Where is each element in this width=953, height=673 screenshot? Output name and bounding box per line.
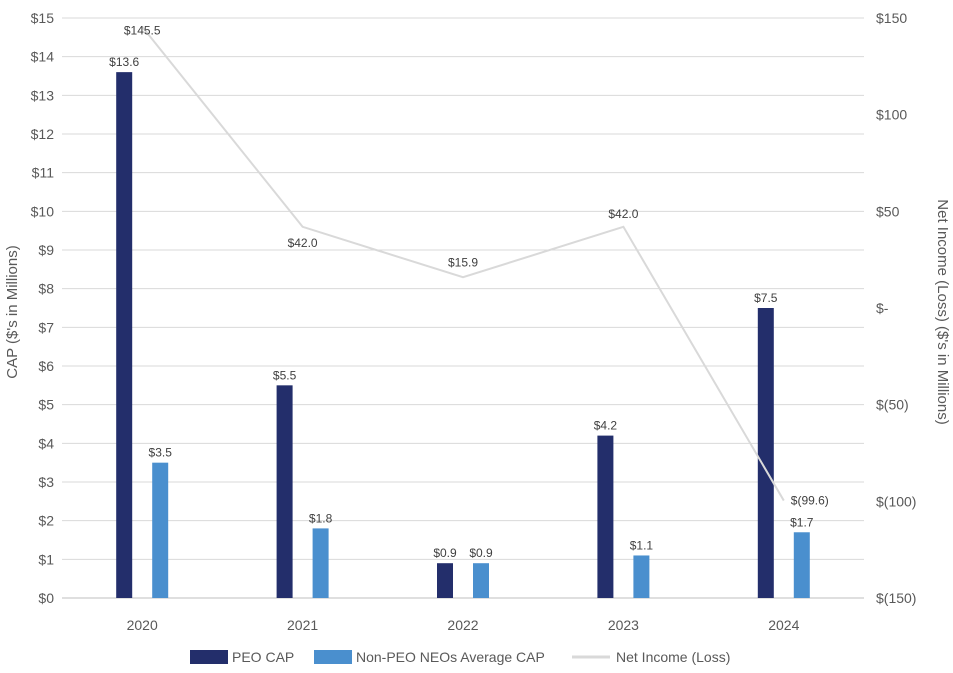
y-tick-label: $13 [31,87,55,103]
y-tick-label: $15 [31,10,55,26]
y-tick-label: $1 [38,551,54,567]
y-tick-label: $12 [31,126,55,142]
y-axis-title: CAP ($'s in Millions) [4,245,21,378]
y-tick-label: $8 [38,281,54,297]
y2-tick-label: $(100) [876,493,916,509]
peo-cap-label: $0.9 [433,546,457,560]
net-income-line-layer [141,26,785,502]
peo-cap-bar [116,72,133,599]
x-tick-label: 2021 [287,617,318,633]
y-tick-label: $11 [32,165,55,181]
non-peo-cap-label: $3.5 [149,446,173,460]
net-income-line [141,26,785,502]
y-tick-label: $5 [38,397,54,413]
peo-cap-label: $4.2 [594,419,618,433]
legend-label-peo-cap: PEO CAP [232,649,294,665]
legend-label-net-income: Net Income (Loss) [616,649,730,665]
peo-cap-bar [597,435,614,598]
peo-cap-label: $13.6 [109,55,139,69]
y-tick-label: $10 [31,203,55,219]
non-peo-cap-bar [152,462,169,598]
y2-tick-label: $(50) [876,397,909,413]
non-peo-cap-label: $0.9 [469,546,493,560]
y-tick-label: $9 [38,242,54,258]
y-tick-label: $2 [38,513,54,529]
non-peo-cap-bar [793,532,810,598]
x-tick-label: 2023 [608,617,639,633]
y2-tick-label: $- [876,300,889,316]
legend: PEO CAP Non-PEO NEOs Average CAP Net Incom… [190,649,730,665]
y2-axis-title: Net Income (Loss) ($'s in Millions) [934,199,951,424]
y-tick-label: $0 [38,590,54,606]
net-income-label: $42.0 [608,207,638,221]
net-income-label: $15.9 [448,255,478,269]
non-peo-cap-bar [312,528,329,598]
non-peo-cap-label: $1.7 [790,515,814,529]
x-tick-label: 2024 [768,617,799,633]
peo-cap-bar [437,563,453,598]
y-tick-label: $7 [38,319,54,335]
legend-label-non-peo-cap: Non-PEO NEOs Average CAP [356,649,545,665]
legend-swatch-non-peo-cap [314,650,352,664]
y2-tick-label: $(150) [876,590,916,606]
peo-cap-label: $5.5 [273,368,297,382]
non-peo-cap-bar [633,555,650,598]
y2-tick-label: $50 [876,203,900,219]
data-labels: $13.6 $5.5 $0.9 $4.2 $7.5 $3.5 $1.8 $0.9 $1.1 $1.… [109,24,829,561]
non-peo-cap-label: $1.1 [630,538,654,552]
y-tick-label: $4 [38,435,54,451]
y2-tick-label: $150 [876,10,907,26]
peo-cap-bar [276,385,293,598]
non-peo-cap-label: $1.8 [309,511,333,525]
y2-tick-label: $100 [876,107,907,123]
y-tick-label: $6 [38,358,54,374]
peo-cap-label: $7.5 [754,291,778,305]
net-income-label: $145.5 [124,24,161,38]
non-peo-cap-bar [473,563,489,598]
net-income-label: $42.0 [288,236,318,250]
peo-cap-bar [757,308,774,598]
x-tick-label: 2020 [127,617,158,633]
y-tick-label: $14 [31,49,55,65]
bars [116,72,810,599]
y-tick-label: $3 [38,474,54,490]
legend-swatch-peo-cap [190,650,228,664]
x-tick-label: 2022 [447,617,478,633]
gridlines [62,17,864,599]
axes: $0 $1 $2 $3 $4 $5 $6 $7 $8 $9 $10 $11 $12 $13 $14 $15 $1… [31,10,917,633]
net-income-label: $(99.6) [791,494,829,508]
